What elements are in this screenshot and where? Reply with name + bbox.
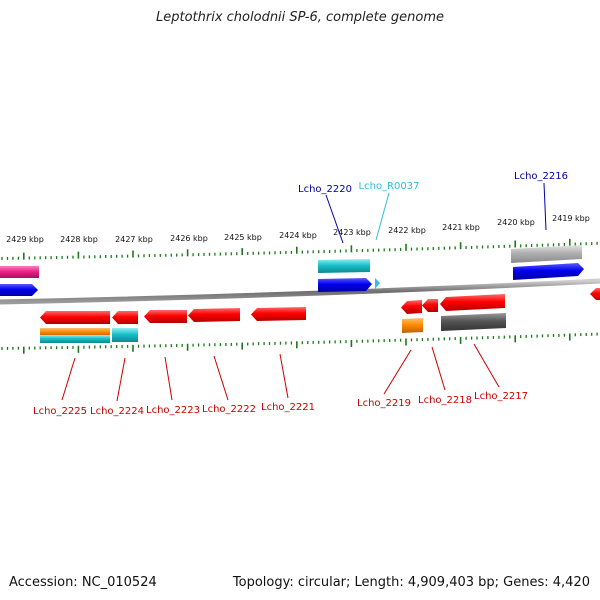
gene-arrow-pink[interactable]	[0, 266, 39, 278]
gene-arrow-lcho-2219[interactable]	[401, 300, 422, 314]
gene-arrow-light-gray[interactable]	[511, 245, 582, 263]
gene-label-lcho-2221: Lcho_2221	[261, 402, 315, 413]
scale-label: 2426 kbp	[170, 234, 208, 243]
gene-label-lcho-2220: Lcho_2220	[298, 184, 352, 195]
scale-label: 2421 kbp	[442, 223, 480, 232]
scale-label: 2429 kbp	[6, 235, 44, 244]
chromosome-backbone	[0, 278, 600, 305]
top-label-leaders	[325, 182, 547, 244]
gene-arrow-lcho-r0037[interactable]	[375, 278, 380, 289]
gene-arrow-cyan[interactable]	[318, 259, 370, 273]
scale-label: 2423 kbp	[333, 228, 371, 237]
gene-arrow-cyan-lower[interactable]	[40, 335, 110, 343]
gene-label-lcho-2219: Lcho_2219	[357, 398, 411, 409]
top-gene-labels: Lcho_2220 Lcho_R0037 Lcho_2216	[298, 171, 568, 195]
gene-arrow-orange-small[interactable]	[402, 318, 423, 333]
forward-strand-genes	[0, 245, 584, 296]
gene-label-lcho-2217: Lcho_2217	[474, 391, 528, 402]
gene-label-lcho-2216: Lcho_2216	[514, 171, 568, 182]
accession-text: Accession: NC_010524	[9, 575, 157, 590]
gene-arrow-lcho-2217[interactable]	[440, 294, 505, 311]
gene-arrow-blue[interactable]	[0, 284, 38, 296]
gene-label-lcho-2222: Lcho_2222	[202, 404, 256, 415]
diagram-title: Leptothrix cholodnii SP-6, complete geno…	[156, 10, 444, 25]
scale-label: 2424 kbp	[279, 231, 317, 240]
bottom-label-leaders	[61, 343, 500, 402]
gene-arrow-dark-gray[interactable]	[441, 313, 506, 331]
scale-label: 2427 kbp	[115, 235, 153, 244]
bottom-gene-labels: Lcho_2225 Lcho_2224 Lcho_2223 Lcho_2222 …	[33, 391, 528, 417]
gene-arrow-lcho-2218[interactable]	[422, 299, 438, 312]
scale-label: 2428 kbp	[60, 235, 98, 244]
gene-label-lcho-2224: Lcho_2224	[90, 406, 144, 417]
scale-label: 2419 kbp	[552, 214, 590, 223]
topology-summary: Topology: circular; Length: 4,909,403 bp…	[232, 575, 590, 590]
gene-arrow-lcho-2225[interactable]	[40, 311, 110, 324]
gene-arrow-lcho-2216[interactable]	[513, 263, 584, 280]
lower-tick-track	[1, 332, 598, 354]
gene-label-lcho-2225: Lcho_2225	[33, 406, 87, 417]
gene-arrow-red-right[interactable]	[590, 288, 600, 300]
gene-label-lcho-2223: Lcho_2223	[146, 405, 200, 416]
scale-label: 2425 kbp	[224, 233, 262, 242]
gene-arrow-lcho-2223[interactable]	[144, 310, 187, 323]
scale-label: 2422 kbp	[388, 226, 426, 235]
gene-arrow-lcho-2222[interactable]	[188, 308, 240, 322]
scale-labels: 2429 kbp 2428 kbp 2427 kbp 2426 kbp 2425…	[6, 214, 590, 244]
gene-arrow-lcho-2224[interactable]	[112, 311, 138, 324]
gene-arrow-orange[interactable]	[40, 328, 110, 336]
gene-arrow-lcho-2221[interactable]	[251, 307, 306, 321]
gene-arrow-lcho-2220[interactable]	[318, 278, 372, 292]
upper-tick-track	[1, 238, 598, 260]
gene-label-lcho-2218: Lcho_2218	[418, 395, 472, 406]
gene-arrow-cyan-small[interactable]	[112, 328, 138, 342]
gene-label-lcho-r0037: Lcho_R0037	[359, 181, 420, 192]
reverse-strand-genes	[40, 288, 600, 343]
scale-label: 2420 kbp	[497, 218, 535, 227]
